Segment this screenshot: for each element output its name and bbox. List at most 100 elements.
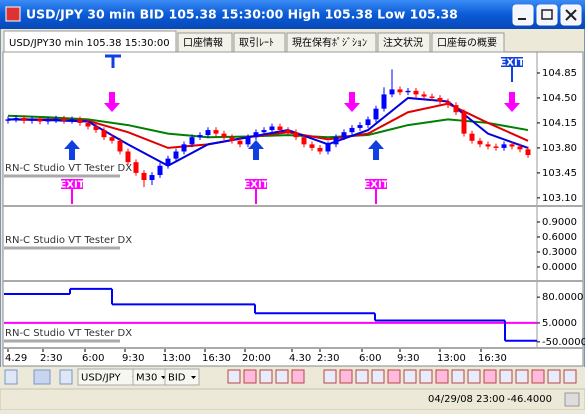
candle-body: [421, 94, 427, 97]
y-tick-label: 103.80: [542, 143, 577, 154]
candle-body: [69, 119, 75, 121]
toolbar-button[interactable]: [499, 369, 513, 384]
indicator-label: RN-C Studio VT Tester DX: [5, 235, 132, 246]
candle-body: [365, 119, 371, 126]
candle-body: [125, 151, 131, 163]
toolbar-button[interactable]: [531, 369, 545, 384]
candle-body: [349, 127, 355, 133]
exit-badge: [245, 179, 267, 189]
toolbar-button[interactable]: [563, 369, 577, 384]
scroll-thumb[interactable]: [33, 369, 51, 385]
toolbar-button[interactable]: [243, 369, 257, 384]
exit-label: EXIT: [59, 180, 84, 191]
candle-body: [141, 172, 147, 181]
candle-body: [525, 149, 531, 156]
maximize-button[interactable]: [536, 4, 558, 26]
title-bar: [0, 0, 585, 29]
candle-body: [253, 132, 259, 138]
candle-body: [485, 144, 491, 147]
candle-body: [477, 140, 483, 145]
toolbar-button[interactable]: [451, 369, 465, 384]
candle-body: [317, 147, 323, 152]
tab[interactable]: [233, 32, 286, 53]
candle-body: [61, 118, 67, 121]
candle-body: [261, 130, 267, 133]
candle-body: [461, 112, 467, 134]
y-tick-label: 0.3000: [542, 247, 577, 258]
candle-body: [269, 126, 275, 131]
sell-arrow: [104, 92, 120, 112]
panel-separator: [3, 205, 583, 207]
candle-body: [53, 118, 59, 121]
minimize-button[interactable]: [512, 4, 534, 26]
toolbar-button[interactable]: [483, 369, 497, 384]
candle-body: [325, 144, 331, 152]
sell-arrow: [504, 92, 520, 112]
toolbar-button[interactable]: [227, 369, 241, 384]
y-tick-label: 104.15: [542, 118, 577, 129]
moving-average: [7, 114, 529, 139]
tab-label: 口座毎の概要: [437, 36, 497, 49]
y-tick-label: 0.6000: [542, 232, 577, 243]
status-value: -46.4000: [507, 394, 552, 405]
exit-label: EXIT: [499, 58, 524, 69]
tab[interactable]: [431, 32, 505, 53]
toolbar-button[interactable]: [355, 369, 369, 384]
x-tick-label: 13:00: [437, 353, 466, 364]
toolbar-button[interactable]: [323, 369, 337, 384]
panel-separator: [3, 280, 583, 282]
candle-body: [85, 122, 91, 127]
indicator-label-bg: [4, 162, 120, 174]
toolbar-button[interactable]: [387, 369, 401, 384]
exit-badge: [501, 57, 523, 67]
toolbar-button[interactable]: [435, 369, 449, 384]
toolbar-button[interactable]: [467, 369, 481, 384]
candle-body: [149, 175, 155, 181]
dropdown-caret: [191, 376, 196, 379]
indicator-label: RN-C Studio VT Tester DX: [5, 328, 132, 339]
x-tick-label: 6:00: [82, 353, 104, 364]
candle-body: [237, 140, 243, 145]
candle-body: [165, 158, 171, 166]
buy-arrow: [248, 140, 264, 160]
window-buttons: [512, 4, 582, 26]
toolbar-dropdown-label: USD/JPY: [81, 373, 121, 384]
toolbar-button[interactable]: [371, 369, 385, 384]
candle-body: [429, 96, 435, 98]
toolbar-button[interactable]: [259, 369, 273, 384]
toolbar-button[interactable]: [291, 369, 305, 384]
candle-body: [397, 89, 403, 93]
candle-body: [101, 130, 107, 138]
toolbar-button[interactable]: [339, 369, 353, 384]
scroll-right[interactable]: [59, 369, 73, 385]
candle-body: [437, 97, 443, 102]
toolbar-button[interactable]: [275, 369, 289, 384]
scroll-left[interactable]: [4, 369, 18, 385]
app-icon: [5, 6, 21, 22]
window-title: USD/JPY 30 min BID 105.38 15:30:00 High …: [26, 7, 458, 22]
tab[interactable]: [3, 30, 177, 53]
candle-body: [221, 133, 227, 138]
toolbar-button[interactable]: [547, 369, 561, 384]
x-tick-label: 20:00: [242, 353, 271, 364]
candle-body: [493, 146, 499, 148]
candle-body: [37, 119, 43, 122]
candle-body: [157, 165, 163, 176]
tab[interactable]: [286, 32, 377, 53]
x-tick-label: 9:30: [397, 353, 419, 364]
y-tick-label: 104.50: [542, 93, 577, 104]
toolbar-dropdown[interactable]: [164, 368, 200, 386]
candle-body: [509, 144, 515, 147]
tab[interactable]: [377, 32, 431, 53]
x-tick-label: 4.30: [289, 353, 311, 364]
signal-marker: [105, 54, 121, 68]
candle-body: [309, 144, 315, 148]
candle-body: [77, 119, 83, 123]
indicator-label-bg: [4, 234, 120, 246]
candle-body: [213, 130, 219, 134]
toolbar-button[interactable]: [403, 369, 417, 384]
tab[interactable]: [177, 32, 233, 53]
toolbar-button[interactable]: [515, 369, 529, 384]
toolbar-button[interactable]: [419, 369, 433, 384]
